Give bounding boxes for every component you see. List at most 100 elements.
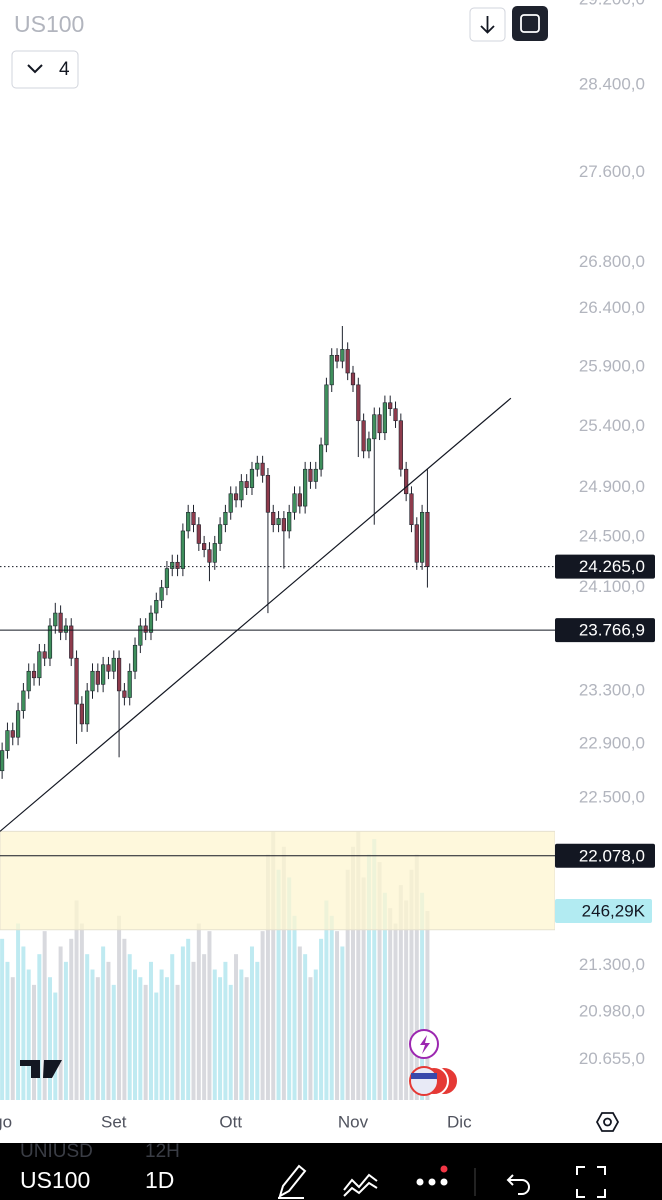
- volume-bar: [164, 977, 169, 1100]
- candle-body: [37, 651, 42, 679]
- volume-bar: [127, 954, 132, 1100]
- candle-body: [404, 468, 409, 495]
- candle-body: [345, 349, 350, 374]
- candle-body: [207, 549, 212, 563]
- trendline: [0, 397, 512, 832]
- candle-body: [202, 543, 207, 550]
- bottom-toolbar: [0, 1143, 662, 1200]
- y-tick-label: 28.400,0: [579, 75, 645, 94]
- candle-body: [170, 561, 175, 569]
- candle-body: [281, 518, 286, 532]
- symbol-title: US100: [14, 11, 84, 37]
- candle-body: [324, 384, 329, 446]
- settings-icon[interactable]: [595, 1112, 620, 1132]
- candle-body: [212, 543, 217, 563]
- candle-body: [292, 493, 297, 513]
- volume-bar: [271, 831, 276, 1100]
- fullscreen-button[interactable]: [512, 6, 548, 41]
- volume-bar: [191, 961, 196, 1100]
- volume-bar: [404, 900, 409, 1100]
- candle-body: [356, 384, 361, 422]
- layout-button[interactable]: [11, 50, 79, 89]
- settings-dot: [603, 1117, 612, 1127]
- volume-bar: [85, 954, 90, 1100]
- volume-bar: [297, 946, 302, 1100]
- y-tick-label: 25.400,0: [579, 416, 645, 435]
- y-tick-label: 20.980,0: [579, 1001, 645, 1020]
- candle-body: [276, 518, 281, 526]
- volume-bar: [377, 862, 382, 1100]
- undo-icon[interactable]: [506, 1174, 530, 1195]
- flag-icon[interactable]: [409, 1066, 439, 1096]
- y-tick-label: 25.900,0: [579, 357, 645, 376]
- volume-bar: [234, 954, 239, 1100]
- candle-body: [159, 587, 164, 601]
- candle-body: [154, 599, 159, 614]
- candle-body: [127, 670, 132, 698]
- volume-bar: [212, 969, 217, 1100]
- y-tick-label: 22.900,0: [579, 733, 645, 752]
- volume-bar: [159, 969, 164, 1100]
- volume-bar: [122, 938, 127, 1100]
- candle-body: [180, 530, 185, 569]
- candle-body: [74, 657, 79, 705]
- volume-bar: [58, 946, 63, 1100]
- price-tag: [555, 618, 655, 643]
- flag-stripe: [411, 1073, 437, 1079]
- volume-bar: [218, 977, 223, 1100]
- candle-body: [223, 511, 228, 526]
- expand-icon[interactable]: [576, 1166, 606, 1198]
- candle-layer: [0, 325, 430, 779]
- volume-bar: [319, 938, 324, 1100]
- candle-body: [69, 625, 74, 659]
- candle-body: [5, 730, 10, 751]
- notify-dot: [440, 1165, 448, 1173]
- candle-body: [372, 414, 377, 440]
- toolbar-symbol[interactable]: US100: [20, 1167, 90, 1193]
- y-tick-label: 27.600,0: [579, 162, 645, 181]
- volume-bar: [308, 977, 313, 1100]
- zone-layer: [0, 830, 555, 931]
- volume-bar: [420, 892, 425, 1100]
- candle-body: [350, 372, 356, 386]
- candle-body: [47, 625, 53, 659]
- volume-bar: [345, 869, 350, 1100]
- candle-body: [361, 420, 366, 452]
- volume-bar: [255, 961, 260, 1100]
- volume-bar: [281, 846, 286, 1100]
- candle-body: [419, 511, 425, 563]
- y-tick-label: 23.300,0: [579, 680, 645, 699]
- volume-bar: [47, 977, 52, 1100]
- candle-body: [148, 612, 154, 633]
- candle-body: [10, 730, 15, 738]
- volume-bar: [244, 977, 249, 1100]
- draw-icon[interactable]: [278, 1164, 307, 1199]
- more-dot: [428, 1178, 436, 1186]
- candle-body: [191, 511, 196, 526]
- volume-bar: [382, 892, 387, 1100]
- frame-icon: [520, 14, 540, 33]
- candle-body: [53, 612, 58, 627]
- volume-bar: [350, 846, 355, 1100]
- volume-bar: [21, 946, 26, 1100]
- more-icon[interactable]: [416, 1178, 424, 1186]
- y-tick-label: 20.655,0: [579, 1049, 645, 1068]
- candle-body: [175, 561, 180, 569]
- toolbar-interval[interactable]: 1D: [145, 1167, 174, 1193]
- volume-bar: [324, 900, 329, 1100]
- volume-bar: [335, 931, 340, 1100]
- y-tick-label: 26.800,0: [579, 252, 645, 271]
- volume-bar: [117, 915, 122, 1100]
- candle-body: [414, 524, 419, 563]
- volume-bar: [10, 977, 15, 1100]
- candle-body: [233, 493, 239, 501]
- volume-bar: [239, 969, 244, 1100]
- candle-body: [164, 568, 170, 588]
- candle-body: [255, 462, 260, 470]
- indicator-icon[interactable]: [343, 1173, 378, 1197]
- candle-body: [287, 511, 292, 532]
- candle-body: [0, 750, 5, 772]
- candle-body: [382, 402, 387, 434]
- x-tick-label: ago: [0, 1112, 12, 1131]
- candle-body: [42, 651, 47, 659]
